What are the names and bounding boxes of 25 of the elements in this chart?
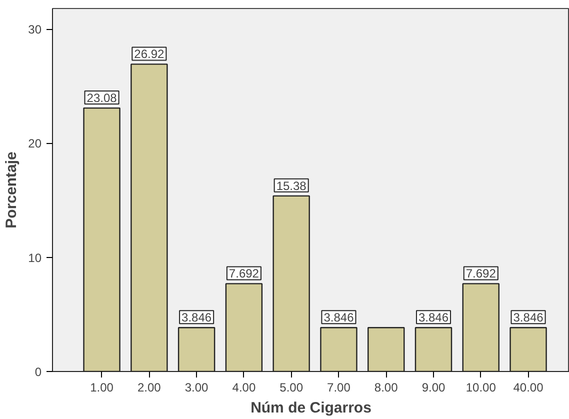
x-tick-label: 40.00 — [513, 380, 544, 394]
data-label: 7.692 — [228, 266, 260, 281]
x-tick-label: 7.00 — [327, 380, 351, 394]
data-label: 26.92 — [134, 47, 165, 62]
y-tick-label: 20 — [28, 136, 42, 151]
y-tick-label: 0 — [34, 365, 42, 379]
y-tick-label: 10 — [28, 250, 42, 265]
x-tick-label: 3.00 — [184, 380, 209, 394]
data-label: 3.846 — [513, 310, 544, 325]
x-tick-label: 9.00 — [422, 380, 446, 394]
data-label: 7.692 — [466, 266, 496, 281]
data-label: 3.846 — [182, 310, 212, 325]
x-tick-label: 2.00 — [137, 380, 162, 394]
x-tick-label: 10.00 — [466, 380, 496, 394]
data-label: 15.38 — [276, 178, 307, 193]
x-axis-title: Núm de Cigarros — [250, 400, 372, 416]
x-tick-label: 8.00 — [374, 380, 398, 394]
data-label: 3.846 — [324, 310, 354, 325]
x-tick-label: 5.00 — [280, 380, 304, 394]
y-axis-title: Porcentaje — [3, 152, 20, 228]
data-label: 23.08 — [86, 91, 118, 106]
x-tick-label: 1.00 — [90, 380, 114, 394]
x-tick-label: 4.00 — [232, 380, 256, 394]
data-label: 3.846 — [418, 310, 449, 325]
y-tick-label: 30 — [28, 22, 42, 37]
